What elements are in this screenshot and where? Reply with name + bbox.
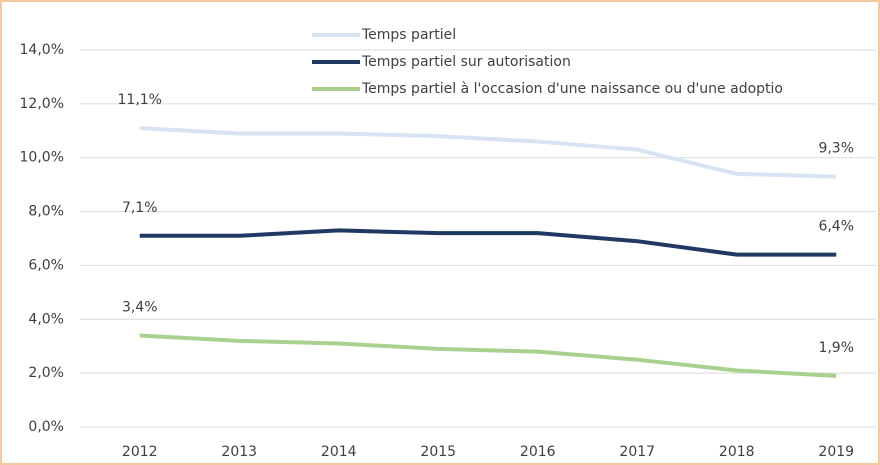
x-tick-label: 2014 <box>321 444 357 460</box>
data-label: 11,1% <box>118 92 162 108</box>
x-tick-label: 2017 <box>619 444 655 460</box>
x-tick-label: 2018 <box>719 444 755 460</box>
series-line <box>139 228 837 257</box>
x-tick-label: 2019 <box>818 444 854 460</box>
series-line <box>139 333 837 378</box>
legend-label: Temps partiel <box>361 27 456 43</box>
x-tick-label: 2012 <box>122 444 158 460</box>
y-tick-label: 8,0% <box>28 204 64 220</box>
data-label: 3,4% <box>122 299 158 315</box>
data-label: 6,4% <box>818 219 854 235</box>
data-label: 9,3% <box>818 141 854 157</box>
y-tick-label: 12,0% <box>20 96 64 112</box>
y-tick-label: 0,0% <box>28 419 64 435</box>
data-label: 1,9% <box>818 340 854 356</box>
x-tick-label: 2015 <box>420 444 456 460</box>
x-tick-label: 2016 <box>520 444 556 460</box>
y-tick-label: 2,0% <box>28 365 64 381</box>
legend-label: Temps partiel sur autorisation <box>361 54 571 70</box>
y-tick-label: 14,0% <box>20 42 64 58</box>
y-tick-label: 10,0% <box>20 150 64 166</box>
legend-label: Temps partiel à l'occasion d'une naissan… <box>361 81 783 97</box>
x-tick-label: 2013 <box>221 444 257 460</box>
y-tick-label: 4,0% <box>28 311 64 327</box>
series-line <box>139 126 837 179</box>
data-label: 7,1% <box>122 200 158 216</box>
y-tick-label: 6,0% <box>28 257 64 273</box>
